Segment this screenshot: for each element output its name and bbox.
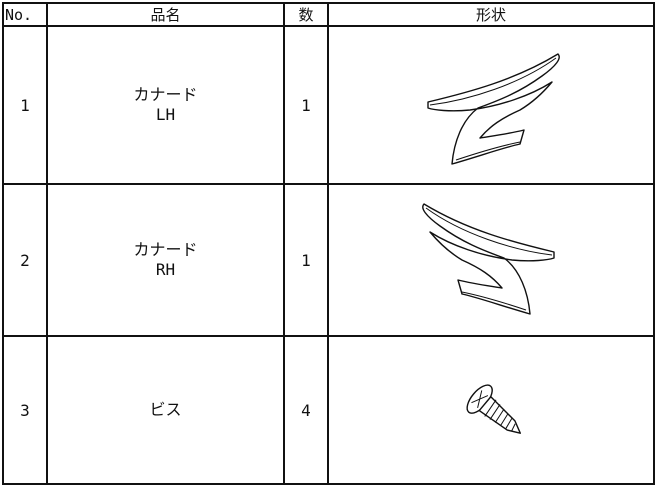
shape-outline bbox=[427, 53, 560, 165]
name-line: LH bbox=[155, 105, 176, 124]
name-cell: カナード RH bbox=[46, 183, 285, 337]
header-cell: No. bbox=[2, 2, 48, 27]
header-cell: 品名 bbox=[46, 2, 285, 27]
row: 3 ビス 4 bbox=[2, 335, 655, 485]
name-line: カナード bbox=[133, 85, 198, 104]
screw-drawing bbox=[466, 384, 521, 434]
shape-detail bbox=[429, 57, 557, 106]
name-cell: ビス bbox=[46, 335, 285, 485]
shape-cell bbox=[327, 183, 655, 337]
row: 2 カナード RH 1 bbox=[2, 183, 655, 337]
no-cell: 2 bbox=[2, 183, 48, 337]
row: 1 カナード LH 1 bbox=[2, 25, 655, 185]
no-cell: 1 bbox=[2, 25, 48, 185]
qty-cell: 1 bbox=[283, 25, 329, 185]
shape-cell bbox=[327, 25, 655, 185]
no-cell: 3 bbox=[2, 335, 48, 485]
screw-shank bbox=[478, 396, 521, 434]
qty-cell: 4 bbox=[283, 335, 329, 485]
canard-lh-drawing bbox=[427, 53, 560, 165]
qty-cell: 1 bbox=[283, 183, 329, 337]
header-cell: 数 bbox=[283, 2, 329, 27]
header-row: No. 品名 数 形状 bbox=[2, 2, 655, 27]
screw-cross bbox=[471, 390, 489, 408]
screw-thread bbox=[484, 399, 516, 432]
header-cell: 形状 bbox=[327, 2, 655, 27]
name-line: RH bbox=[155, 260, 176, 279]
shape-detail bbox=[455, 141, 521, 161]
name-cell: カナード LH bbox=[46, 25, 285, 185]
shape-cell bbox=[327, 335, 655, 485]
canard-rh-drawing bbox=[422, 203, 555, 315]
name-line: ビス bbox=[149, 400, 182, 419]
name-line: カナード bbox=[133, 240, 198, 259]
